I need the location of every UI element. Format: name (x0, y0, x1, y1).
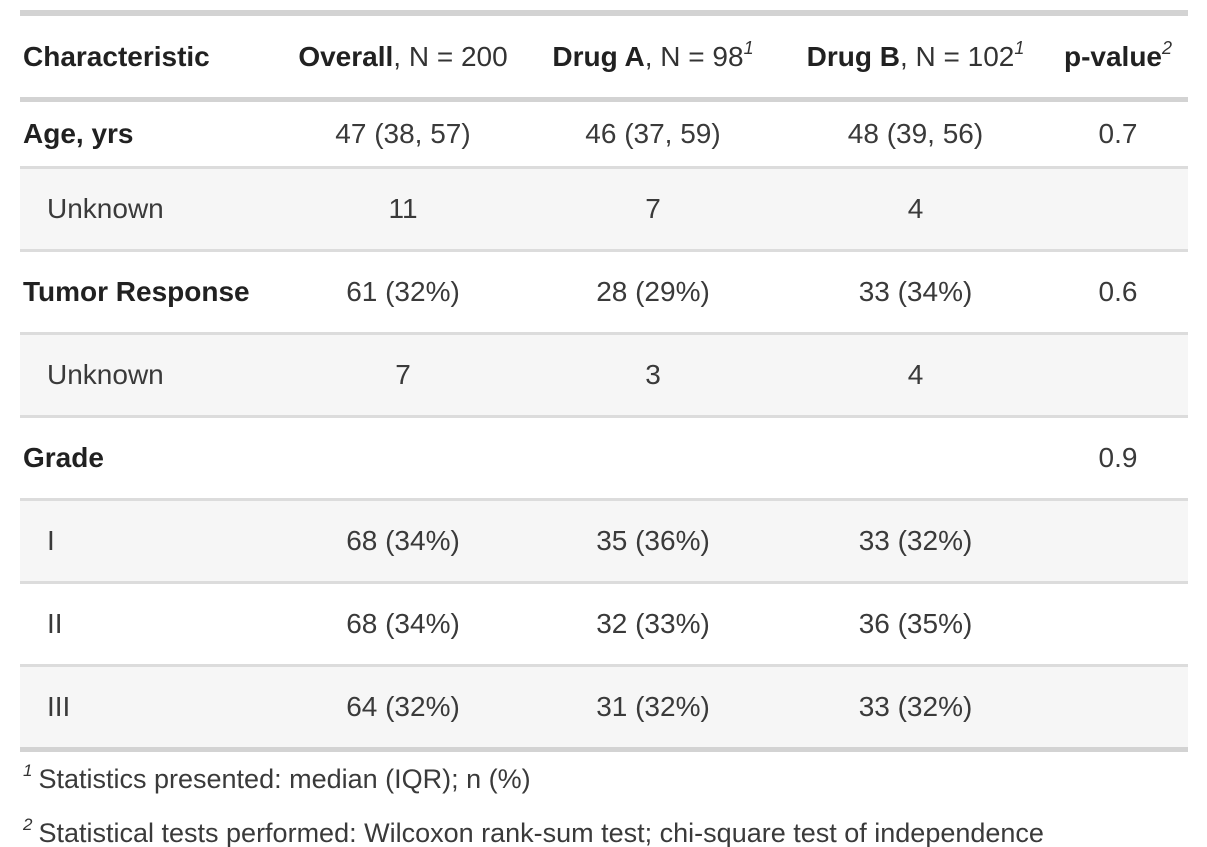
row-label: I (20, 498, 283, 583)
table-row-grade-3: III 64 (32%) 31 (32%) 33 (32%) (20, 664, 1188, 747)
cell-overall (283, 415, 523, 500)
cell-p-value (1048, 664, 1188, 747)
table-row-grade-1: I 68 (34%) 35 (36%) 33 (32%) (20, 498, 1188, 583)
cell-drug-a: 35 (36%) (523, 498, 783, 583)
table-row-age-unknown: Unknown 11 7 4 (20, 166, 1188, 251)
cell-drug-b: 33 (32%) (783, 664, 1048, 747)
data-table: Characteristic Overall, N = 200 Drug A, … (20, 10, 1188, 747)
cell-drug-a: 3 (523, 332, 783, 417)
cell-drug-a: 7 (523, 166, 783, 251)
cell-overall: 61 (32%) (283, 249, 523, 334)
footnote-mark: 2 (23, 815, 33, 834)
column-header-drug-a: Drug A, N = 981 (523, 13, 783, 102)
cell-drug-a (523, 415, 783, 500)
cell-drug-b: 33 (32%) (783, 498, 1048, 583)
cell-p-value (1048, 332, 1188, 417)
row-label: II (20, 581, 283, 666)
table-row-age: Age, yrs 47 (38, 57) 46 (37, 59) 48 (39,… (20, 100, 1188, 168)
footnote-mark: 1 (1014, 37, 1025, 58)
cell-p-value: 0.9 (1048, 415, 1188, 500)
header-label: Drug B (806, 41, 900, 72)
cell-overall: 7 (283, 332, 523, 417)
cell-drug-b: 36 (35%) (783, 581, 1048, 666)
cell-drug-a: 28 (29%) (523, 249, 783, 334)
column-header-p-value: p-value2 (1048, 13, 1188, 102)
row-label: Grade (20, 415, 283, 500)
footnote-mark: 1 (743, 37, 754, 58)
cell-overall: 47 (38, 57) (335, 118, 471, 149)
cell-drug-b: 48 (39, 56) (847, 118, 984, 149)
footnote-text: Statistics presented: median (IQR); n (%… (38, 764, 531, 794)
table-body: Age, yrs 47 (38, 57) 46 (37, 59) 48 (39,… (20, 100, 1188, 747)
cell-drug-a: 31 (32%) (523, 664, 783, 747)
cell-drug-b: 4 (783, 332, 1048, 417)
footnote-mark: 1 (23, 761, 33, 780)
table-row-tumor-unknown: Unknown 7 3 4 (20, 332, 1188, 417)
cell-p-value: 0.6 (1048, 249, 1188, 334)
cell-p-value (1048, 498, 1188, 583)
cell-p-value: 0.7 (1098, 118, 1138, 149)
cell-drug-a: 46 (37, 59) (585, 118, 721, 149)
footnote-mark: 2 (1162, 37, 1173, 58)
cell-p-value (1048, 581, 1188, 666)
table-header: Characteristic Overall, N = 200 Drug A, … (20, 13, 1188, 102)
row-label: Unknown (20, 166, 283, 251)
header-label: Drug A (552, 41, 645, 72)
cell-drug-b: 33 (34%) (783, 249, 1048, 334)
footnote-text: Statistical tests performed: Wilcoxon ra… (38, 818, 1044, 847)
table-row-grade-2: II 68 (34%) 32 (33%) 36 (35%) (20, 581, 1188, 666)
row-label: III (20, 664, 283, 747)
cell-overall: 64 (32%) (283, 664, 523, 747)
header-row: Characteristic Overall, N = 200 Drug A, … (20, 13, 1188, 102)
header-label: Characteristic (23, 41, 210, 72)
row-label: Tumor Response (20, 249, 283, 334)
column-header-drug-b: Drug B, N = 1021 (783, 13, 1048, 102)
row-label: Age, yrs (23, 118, 134, 149)
column-header-characteristic: Characteristic (20, 13, 283, 102)
header-label: p-value (1063, 41, 1162, 72)
footnotes: 1 Statistics presented: median (IQR); n (… (20, 747, 1188, 847)
summary-table: Characteristic Overall, N = 200 Drug A, … (20, 10, 1188, 847)
header-label: Overall (298, 41, 394, 72)
table-row-tumor-response: Tumor Response 61 (32%) 28 (29%) 33 (34%… (20, 249, 1188, 334)
cell-overall: 11 (283, 166, 523, 251)
table-row-grade: Grade 0.9 (20, 415, 1188, 500)
cell-overall: 68 (34%) (283, 498, 523, 583)
footnote-1: 1 Statistics presented: median (IQR); n (… (23, 761, 1185, 794)
cell-drug-b (783, 415, 1048, 500)
footnote-2: 2 Statistical tests performed: Wilcoxon r… (23, 815, 1185, 847)
cell-overall: 68 (34%) (283, 581, 523, 666)
column-header-overall: Overall, N = 200 (283, 13, 523, 102)
cell-drug-b: 4 (783, 166, 1048, 251)
cell-drug-a: 32 (33%) (523, 581, 783, 666)
cell-p-value (1048, 166, 1188, 251)
row-label: Unknown (20, 332, 283, 417)
